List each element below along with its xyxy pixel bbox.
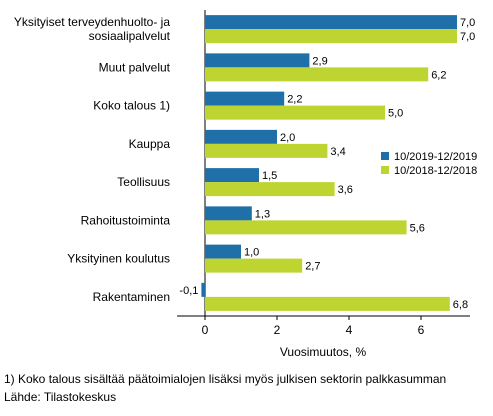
category-label: Koko talous 1) [93,99,170,113]
bar-series-1 [205,168,259,183]
bar-series-1 [205,206,252,221]
x-tick-label: 6 [418,323,425,337]
bar-series-1 [201,282,205,297]
bar-series-2 [205,220,407,235]
data-label: 7,0 [460,31,475,43]
legend-label: 10/2019-12/2019 [394,151,477,163]
bar-series-2 [205,296,450,311]
data-label: -0,1 [179,285,198,297]
data-label: 6,8 [453,299,468,311]
data-label: 5,6 [410,222,425,234]
x-tick-label: 0 [202,323,209,337]
data-label: 1,3 [255,208,270,220]
data-label: 2,2 [287,94,302,106]
bar-series-2 [205,67,429,82]
x-tick-label: 2 [274,323,281,337]
legend-label: 10/2018-12/2018 [394,165,477,177]
data-label: 7,0 [460,17,475,29]
bar-series-2 [205,258,303,273]
data-label: 2,9 [312,55,327,67]
category-label: Yksityiset terveydenhuolto- ja [14,15,170,29]
data-label: 3,6 [338,184,353,196]
footnote-note: 1) Koko talous sisältää päätoimialojen l… [4,372,447,386]
bar-series-1 [205,244,241,259]
x-axis-title: Vuosimuutos, % [280,345,367,359]
category-label: Yksityinen koulutus [67,252,170,266]
data-label: 2,0 [280,132,295,144]
bar-series-2 [205,182,335,197]
bar-series-2 [205,29,457,44]
bar-series-1 [205,53,310,68]
category-label: Kauppa [129,137,171,151]
data-label: 1,0 [244,247,259,259]
bar-series-1 [205,129,277,144]
data-label: 2,7 [305,261,320,273]
category-label: Rahoitustoiminta [81,213,171,227]
data-label: 6,2 [431,69,446,81]
bar-series-1 [205,91,285,106]
x-tick-label: 4 [346,323,353,337]
footnote-source: Lähde: Tilastokeskus [4,390,117,404]
data-label: 3,4 [330,146,345,158]
bar-series-2 [205,143,328,158]
bar-series-2 [205,105,385,120]
bar-series-1 [205,15,457,30]
legend-swatch [381,166,389,174]
category-label: Teollisuus [117,175,170,189]
category-label: Muut palvelut [99,60,171,74]
chart: 0 2 4 6 Vuosimuutos, % Yksityiset terveydenhu… [14,10,477,359]
data-label: 1,5 [262,170,277,182]
data-label: 5,0 [388,108,403,120]
category-label: sosiaalipalvelut [89,29,171,43]
category-label: Rakentaminen [93,290,170,304]
legend-swatch [381,152,389,160]
